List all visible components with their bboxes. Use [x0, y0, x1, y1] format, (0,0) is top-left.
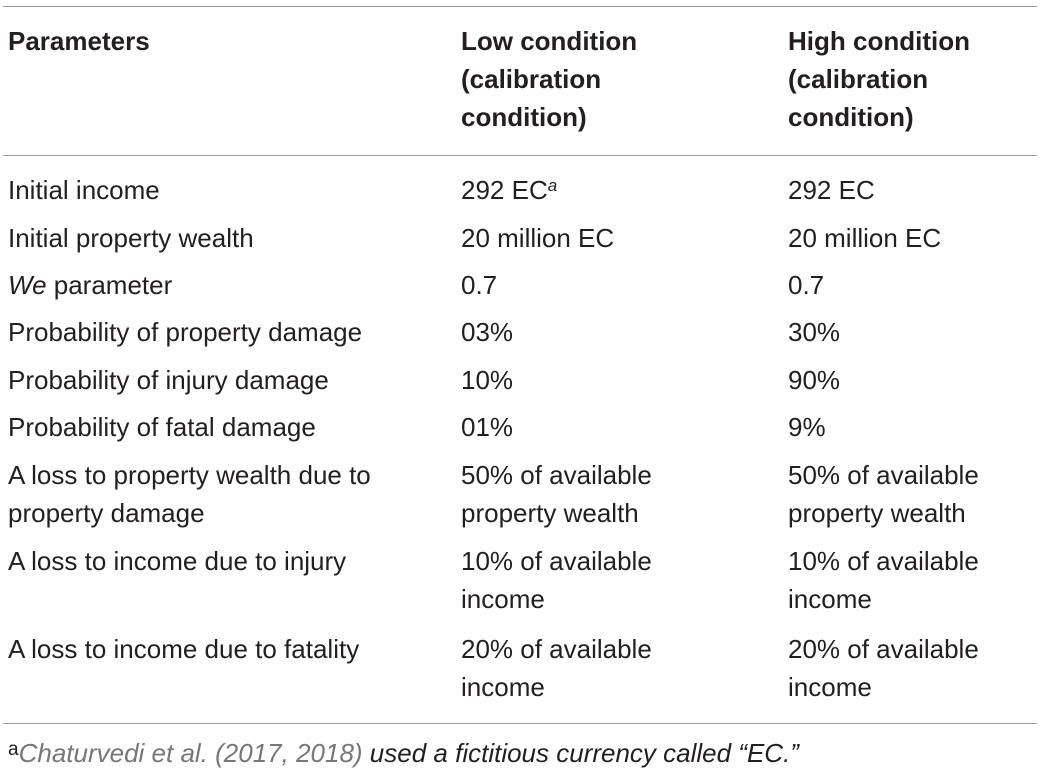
row-param: A loss to property wealth due to propert…: [8, 460, 371, 528]
header-rule: [3, 155, 1037, 156]
table-top-rule: [3, 6, 1037, 7]
footnote-reference: a: [547, 176, 558, 195]
row-high: 292 EC: [788, 175, 875, 205]
row-low: 292 ECa: [461, 171, 781, 209]
table-footnote: aChaturvedi et al. (2017, 2018) used a f…: [8, 731, 799, 772]
footnote-text: used a fictitious currency called “EC.”: [362, 738, 799, 768]
row-low-value: 292 EC: [461, 175, 548, 205]
row-low: 10%: [461, 365, 514, 395]
row-high: 20 million EC: [788, 223, 942, 253]
row-param: Probability of injury damage: [8, 365, 329, 395]
row-param: We parameter: [8, 266, 448, 304]
row-param: Initial income: [8, 175, 160, 205]
row-high: 10% of available income: [788, 546, 979, 614]
row-param: Initial property wealth: [8, 223, 254, 253]
row-high: 30%: [788, 317, 841, 347]
row-param: Probability of fatal damage: [8, 412, 316, 442]
row-high: 90%: [788, 365, 841, 395]
row-param-italic: We: [8, 270, 47, 300]
footnote-mark: a: [8, 739, 19, 760]
row-low: 01%: [461, 412, 514, 442]
row-high: 20% of available income: [788, 634, 979, 702]
header-low-condition: Low condition (calibration condition): [461, 26, 638, 132]
header-parameters: Parameters: [8, 26, 150, 56]
row-param: A loss to income due to fatality: [8, 634, 360, 664]
footnote-citation-link[interactable]: Chaturvedi et al. (2017, 2018): [18, 738, 363, 768]
row-param-rest: parameter: [46, 270, 173, 300]
row-low: 0.7: [461, 270, 498, 300]
row-high: 50% of available property wealth: [788, 460, 979, 528]
row-low: 50% of available property wealth: [461, 460, 652, 528]
row-low: 03%: [461, 317, 514, 347]
row-high: 0.7: [788, 270, 825, 300]
row-low: 20 million EC: [461, 223, 615, 253]
header-high-condition: High condition (calibration condition): [788, 26, 970, 132]
table-bottom-rule: [3, 723, 1037, 724]
row-param: A loss to income due to injury: [8, 546, 347, 576]
row-param: Probability of property damage: [8, 317, 363, 347]
row-low: 10% of available income: [461, 546, 652, 614]
row-low: 20% of available income: [461, 634, 652, 702]
row-high: 9%: [788, 412, 826, 442]
